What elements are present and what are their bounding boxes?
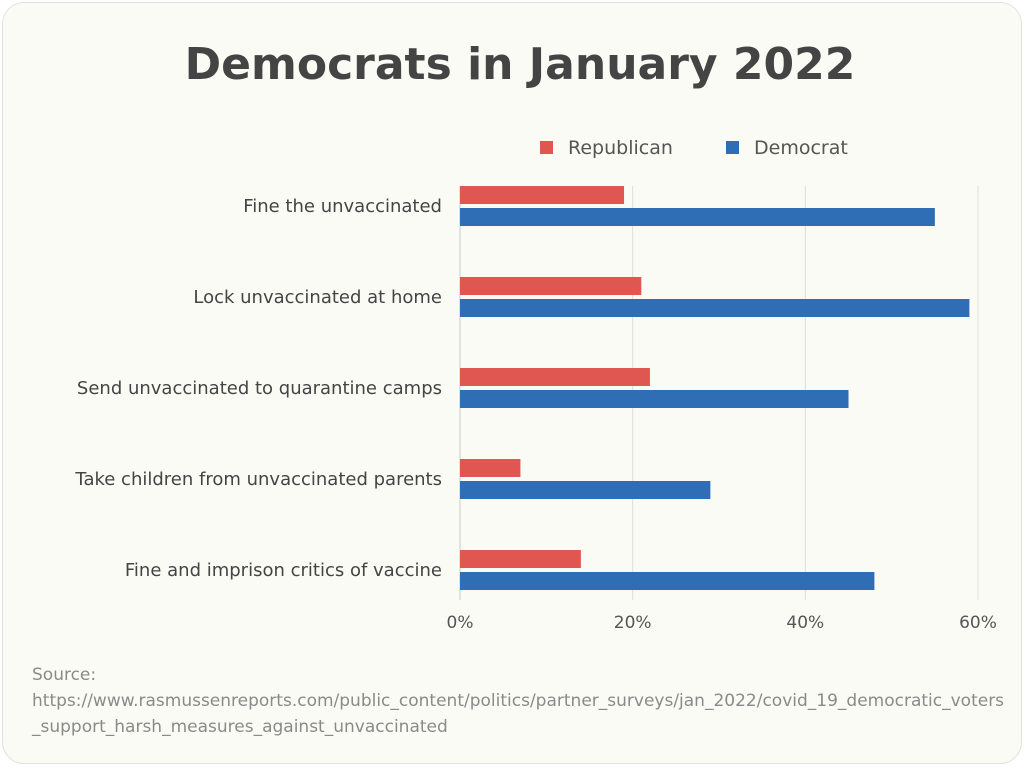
legend-swatch-democrat <box>726 141 739 154</box>
bar-republican <box>460 368 650 386</box>
legend: Republican Democrat <box>540 137 848 159</box>
bar-democrat <box>460 572 875 590</box>
bar-republican <box>460 550 581 568</box>
bar-democrat <box>460 481 711 499</box>
legend-swatch-republican <box>540 141 553 154</box>
bar-democrat <box>460 299 970 317</box>
x-tick-label: 40% <box>786 613 824 633</box>
source-label: Source: <box>32 665 97 685</box>
chart-title: Democrats in January 2022 <box>184 39 856 90</box>
bars <box>460 186 970 590</box>
bar-republican <box>460 277 642 295</box>
x-tick-label: 20% <box>614 613 652 633</box>
legend-label: Democrat <box>754 137 848 159</box>
category-label: Send unvaccinated to quarantine camps <box>77 378 442 399</box>
category-label: Take children from unvaccinated parents <box>74 469 442 490</box>
bar-democrat <box>460 208 935 226</box>
bar-democrat <box>460 390 849 408</box>
category-labels: Fine the unvaccinated Lock unvaccinated a… <box>74 196 442 581</box>
bar-republican <box>460 186 625 204</box>
source-note: Source: https://www.rasmussenreports.com… <box>32 662 1012 740</box>
source-url: https://www.rasmussenreports.com/public_… <box>32 691 1005 737</box>
category-label: Fine and imprison critics of vaccine <box>125 560 442 581</box>
x-axis-ticks: 0% 20% 40% 60% <box>447 613 997 633</box>
category-label: Lock unvaccinated at home <box>193 287 442 308</box>
x-tick-label: 60% <box>959 613 997 633</box>
category-label: Fine the unvaccinated <box>243 196 442 217</box>
bar-republican <box>460 459 521 477</box>
x-tick-label: 0% <box>447 613 474 633</box>
legend-label: Republican <box>568 137 673 159</box>
